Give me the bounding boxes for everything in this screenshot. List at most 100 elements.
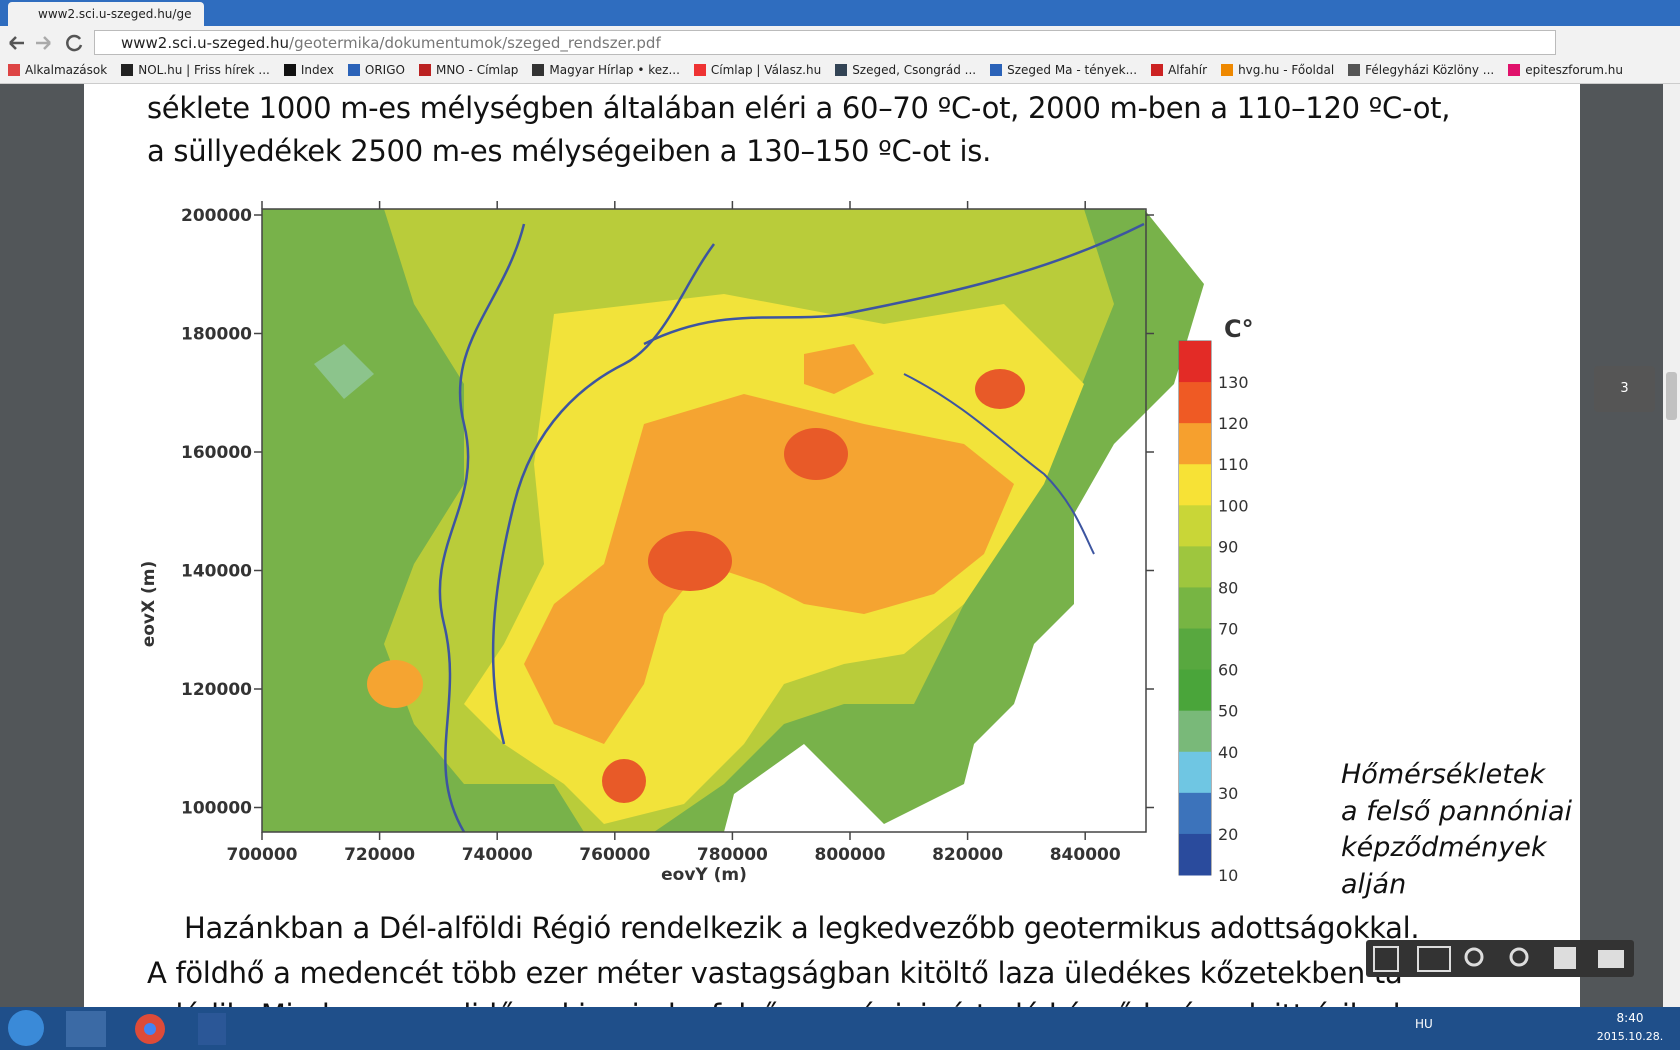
word-icon[interactable] (198, 1013, 226, 1045)
y-axis-label: eovX (m) (139, 561, 159, 648)
bookmark-icon (1508, 64, 1521, 76)
bookmark[interactable]: Index (283, 63, 334, 80)
bookmark-label: Címlap | Válasz.hu (710, 63, 822, 77)
zoom-out-button[interactable] (1464, 947, 1484, 967)
start-button[interactable] (8, 1010, 44, 1046)
tab[interactable]: www2.sci.u-szeged.hu/ge (8, 2, 204, 26)
bookmark-icon (532, 64, 545, 76)
colorbar-segment (1179, 792, 1211, 835)
x-tick-label: 720000 (344, 845, 415, 865)
colorbar-segment (1179, 423, 1211, 465)
bookmark-icon (990, 64, 1003, 76)
bookmark-icon (347, 64, 360, 76)
y-tick-label: 200000 (181, 206, 252, 226)
bookmark-label: epiteszforum.hu (1525, 63, 1623, 77)
explorer-icon[interactable] (66, 1011, 106, 1047)
bookmark[interactable]: Címlap | Válasz.hu (693, 63, 822, 80)
pdf-toolbar (1366, 940, 1634, 977)
colorbar-label: 40 (1218, 743, 1238, 762)
colorbar-segment (1179, 710, 1211, 753)
y-tick-label: 160000 (181, 443, 252, 463)
colorbar-segment (1179, 546, 1211, 588)
colorbar-label: 50 (1218, 702, 1238, 721)
x-axis-label: eovY (m) (661, 865, 747, 885)
colorbar-label: 60 (1218, 661, 1238, 680)
caption-line: alján (1341, 869, 1406, 900)
y-tick-label: 140000 (181, 562, 252, 582)
colorbar-segment (1179, 587, 1211, 630)
bookmark[interactable]: NOL.hu | Friss hírek ... (121, 63, 270, 80)
x-tick-label: 800000 (815, 845, 886, 865)
bookmark-icon (283, 64, 296, 76)
bookmark-label: Szeged Ma - tények... (1007, 63, 1138, 77)
colorbar-segment (1179, 382, 1211, 424)
bookmark-label: MNO - Címlap (435, 63, 519, 77)
bookmark[interactable]: Magyar Hírlap • kez... (532, 63, 680, 80)
bookmark-icon (835, 64, 848, 76)
clock-date[interactable]: 2015.10.28. (1596, 1030, 1664, 1043)
colorbar-label: 100 (1218, 496, 1249, 515)
fit-width-button[interactable] (1417, 946, 1451, 972)
pdf-page: séklete 1000 m-es mélységben általában e… (84, 84, 1580, 1032)
text-line: séklete 1000 m-es mélységben általában e… (147, 91, 1451, 125)
colorbar-segment (1179, 833, 1211, 876)
fit-button[interactable] (1373, 946, 1399, 972)
bookmark[interactable]: Alfahír (1151, 63, 1207, 80)
print-button[interactable] (1598, 950, 1624, 968)
x-tick-label: 820000 (932, 845, 1003, 865)
bookmark[interactable]: ORIGO (347, 63, 405, 80)
y-tick-label: 100000 (181, 799, 252, 819)
scrollbar[interactable] (1663, 84, 1680, 1007)
save-button[interactable] (1554, 947, 1576, 969)
x-tick-label: 840000 (1050, 845, 1121, 865)
url-path: /geotermika/dokumentumok/szeged_rendszer… (289, 34, 661, 52)
colorbar-label: 20 (1218, 825, 1238, 844)
bookmark[interactable]: hvg.hu - Főoldal (1221, 63, 1334, 80)
colorbar-unit: C° (1224, 315, 1254, 343)
clock-time[interactable]: 8:40 (1616, 1011, 1644, 1025)
language[interactable]: HU (1415, 1017, 1433, 1031)
bookmarks-bar: Alkalmazások NOL.hu | Friss hírek ... Inde… (0, 60, 1680, 84)
x-tick-label: 700000 (227, 845, 298, 865)
map (261, 208, 1204, 833)
nav-buttons[interactable] (6, 31, 86, 55)
bookmark[interactable]: Félegyházi Közlöny ... (1348, 63, 1494, 80)
bookmark-icon (693, 64, 706, 76)
text-line: A földhő a medencét több ezer méter vast… (147, 956, 1403, 990)
bookmark-label: Alkalmazások (25, 63, 108, 77)
x-tick-label: 760000 (579, 845, 650, 865)
page-indicator: 3 (1594, 366, 1655, 412)
bookmark-icon (1221, 64, 1234, 76)
colorbar-label: 120 (1218, 414, 1249, 433)
bookmark-label: Szeged, Csongrád ... (852, 63, 977, 77)
zoom-in-button[interactable] (1509, 947, 1529, 967)
colorbar-label: 30 (1218, 784, 1238, 803)
address-bar[interactable]: www2.sci.u-szeged.hu/geotermika/dokument… (94, 30, 1556, 55)
bookmark[interactable]: Szeged, Csongrád ... (835, 63, 976, 80)
bookmark[interactable]: Alkalmazások (8, 63, 107, 80)
bookmark[interactable]: MNO - Címlap (418, 63, 519, 80)
caption-line: a felső pannóniai (1341, 796, 1573, 827)
bookmark-label: Magyar Hírlap • kez... (549, 63, 680, 77)
colorbar-segment (1179, 341, 1211, 383)
bookmark-icon (1151, 64, 1164, 76)
scroll-thumb[interactable] (1666, 372, 1677, 420)
figure: C° Hőmérsékletek a felső pannóniai képző… (139, 201, 1573, 900)
y-tick-label: 180000 (181, 325, 252, 345)
bookmark-icon (418, 64, 431, 76)
y-tick-label: 120000 (181, 680, 252, 700)
bookmark[interactable]: epiteszforum.hu (1508, 63, 1623, 80)
colorbar-label: 70 (1218, 620, 1238, 639)
colorbar-label: 80 (1218, 578, 1238, 597)
bookmark[interactable]: Szeged Ma - tények... (990, 63, 1137, 80)
bookmark-label: Félegyházi Közlöny ... (1365, 63, 1495, 77)
bookmark-label: hvg.hu - Főoldal (1238, 63, 1335, 77)
colorbar-label: 90 (1218, 537, 1238, 556)
colorbar-label: 110 (1218, 455, 1249, 474)
colorbar-label: 130 (1218, 373, 1249, 392)
x-tick-label: 780000 (697, 845, 768, 865)
colorbar-label: 10 (1218, 866, 1238, 885)
bookmark-icon (121, 64, 134, 76)
